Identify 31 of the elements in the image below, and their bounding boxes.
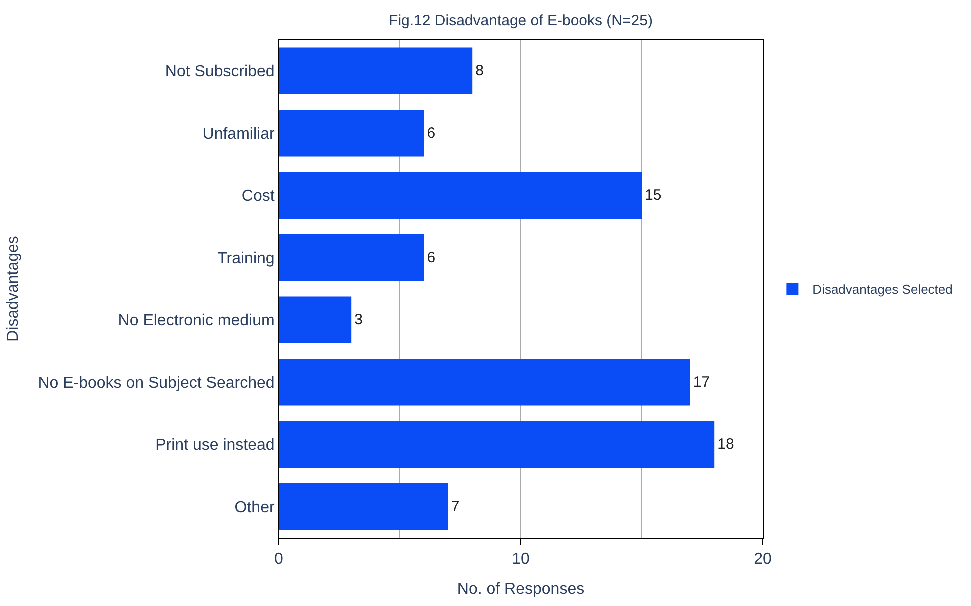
data-label: 3 (354, 312, 363, 329)
x-axis-title: No. of Responses (457, 580, 585, 598)
y-tick-label: Training (218, 250, 275, 268)
bar (279, 296, 352, 344)
y-tick-label: No Electronic medium (118, 312, 275, 330)
y-tick-label: Print use instead (156, 437, 275, 454)
bar (279, 359, 690, 406)
data-label: 18 (718, 436, 734, 454)
y-tick-label: Other (234, 499, 276, 516)
bar (279, 484, 448, 530)
chart-title: Fig.12 Disadvantage of E-books (N=25) (389, 12, 653, 30)
x-tick-label: 20 (754, 551, 772, 568)
data-label: 17 (693, 374, 710, 391)
x-tick-label: 10 (512, 551, 530, 568)
y-tick-label: Cost (242, 188, 276, 206)
bar (279, 110, 424, 157)
bar (279, 172, 642, 219)
data-label: 15 (645, 187, 662, 204)
y-tick-label: Not Subscribed (165, 64, 275, 81)
y-tick-label: No E-books on Subject Searched (38, 374, 275, 392)
data-label: 8 (476, 62, 484, 80)
bar (279, 48, 473, 94)
bar (279, 234, 424, 282)
x-tick-label: 0 (274, 551, 284, 568)
legend-label: Disadvantages Selected (812, 282, 953, 298)
y-tick-label: Unfamiliar (202, 126, 276, 143)
data-label: 6 (427, 124, 436, 142)
data-label: 7 (451, 498, 460, 516)
data-label: 6 (427, 249, 436, 266)
y-axis-title: Disadvantages (5, 236, 22, 342)
bar (279, 421, 715, 468)
